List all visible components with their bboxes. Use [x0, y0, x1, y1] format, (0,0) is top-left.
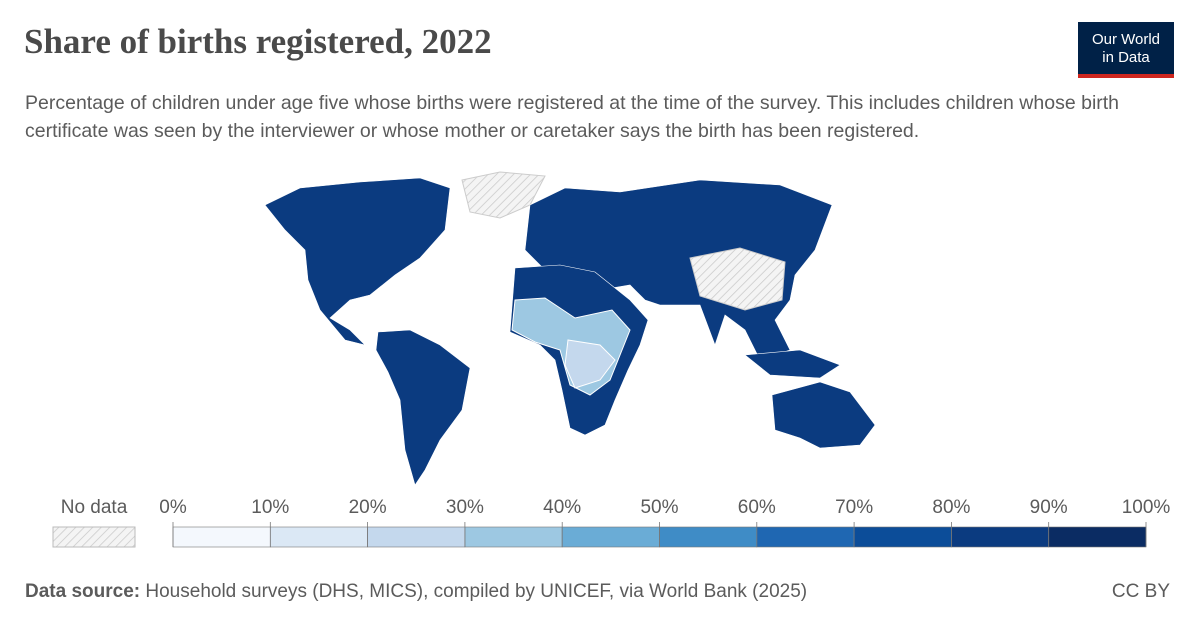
legend-bin [659, 526, 758, 548]
legend-bin [464, 526, 563, 548]
legend-bin [269, 526, 368, 548]
title: Share of births registered, 2022 [24, 22, 492, 61]
north-america [264, 177, 451, 346]
legend-bin [1048, 526, 1147, 548]
no-data-region [689, 247, 786, 311]
logo[interactable]: Our World in Data [1078, 22, 1174, 78]
logo-line: in Data [1102, 49, 1150, 66]
subtitle: Percentage of children under age five wh… [25, 92, 1120, 142]
legend-bin [951, 526, 1050, 548]
legend-tick-label: 60% [738, 497, 776, 518]
legend-tick-label: 80% [932, 497, 970, 518]
legend-tick-label: 50% [640, 497, 678, 518]
legend-tick-label: 100% [1122, 497, 1171, 518]
australia [771, 381, 876, 449]
legend-bin [853, 526, 952, 548]
logo-line: Our World [1091, 31, 1161, 48]
africa-lowest-registration [564, 339, 616, 389]
legend-tick-label: 70% [835, 497, 873, 518]
source-text: Household surveys (DHS, MICS), compiled … [145, 581, 807, 602]
no-data-label: No data [61, 497, 128, 518]
license: CC BY [1112, 581, 1170, 602]
legend-tick-label: 40% [543, 497, 581, 518]
world-map [264, 171, 876, 486]
legend-tick-label: 10% [251, 497, 289, 518]
legend-bin [756, 526, 855, 548]
source-label: Data source: [25, 581, 140, 602]
legend-tick-label: 20% [349, 497, 387, 518]
south-america [375, 329, 471, 486]
legend-tick-label: 90% [1030, 497, 1068, 518]
source: Data source: Household surveys (DHS, MIC… [25, 581, 807, 602]
legend-bin [561, 526, 660, 548]
no-data-swatch [52, 526, 136, 548]
legend-bin [172, 526, 271, 548]
legend-tick-label: 0% [159, 497, 187, 518]
legend-tick-label: 30% [446, 497, 484, 518]
southeast-asia [744, 349, 841, 379]
legend: 0% 10% 20% 30% 40% 50% 60% 70% 80% 90% 100% [159, 497, 1171, 548]
legend-bin [367, 526, 466, 548]
